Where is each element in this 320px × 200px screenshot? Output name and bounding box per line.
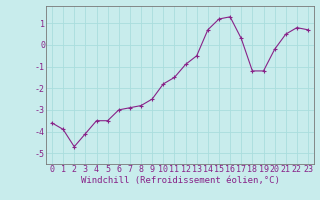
X-axis label: Windchill (Refroidissement éolien,°C): Windchill (Refroidissement éolien,°C): [81, 176, 279, 185]
